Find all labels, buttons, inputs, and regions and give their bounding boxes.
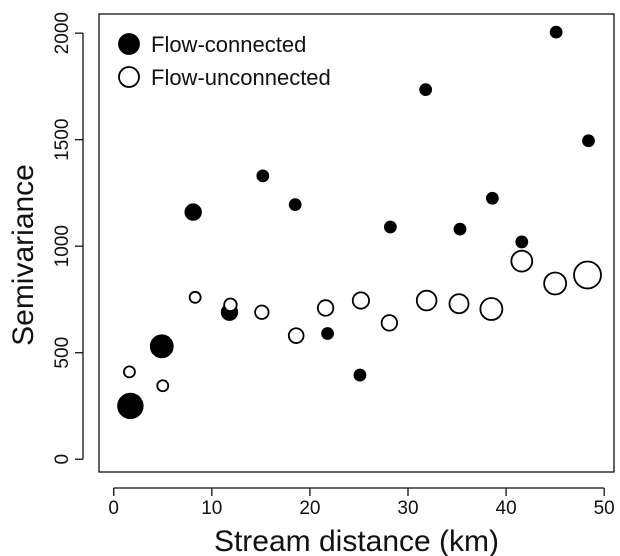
flow-connected-point [485, 191, 499, 205]
flow-unconnected-point [543, 271, 568, 296]
flow-unconnected-point [380, 314, 399, 332]
x-tick-label: 50 [594, 498, 615, 519]
flow-connected-point [321, 327, 334, 340]
y-tick-label: 0 [52, 454, 73, 465]
flow-connected-point [383, 220, 397, 234]
y-tick-label: 2000 [52, 12, 73, 54]
x-tick-label: 40 [496, 498, 517, 519]
y-axis-title: Semivariance [7, 164, 40, 346]
legend-label-flow-connected: Flow-connected [151, 32, 306, 57]
flow-unconnected-point [287, 327, 305, 344]
flow-connected-point [353, 368, 367, 382]
flow-connected-point [288, 198, 302, 212]
flow-unconnected-point [316, 299, 335, 317]
flow-unconnected-point [156, 379, 170, 393]
flow-connected-point [453, 222, 467, 236]
flow-connected-point [256, 169, 270, 183]
flow-connected-point [184, 203, 202, 221]
legend-marker-flow-unconnected [118, 66, 140, 88]
flow-connected-point [149, 334, 174, 359]
x-tick-label: 30 [397, 498, 418, 519]
legend-label-flow-unconnected: Flow-unconnected [151, 65, 331, 90]
flow-connected-point [419, 83, 433, 97]
y-tick-label: 500 [52, 337, 73, 369]
flow-unconnected-point [123, 365, 136, 379]
flow-unconnected-point [479, 297, 504, 321]
flow-connected-point [515, 235, 529, 249]
flow-connected-point [549, 25, 563, 39]
x-tick-label: 20 [299, 498, 320, 519]
flow-unconnected-point [415, 289, 438, 312]
flow-connected-point [582, 134, 595, 148]
flow-unconnected-point [351, 291, 370, 310]
flow-unconnected-point [510, 249, 534, 273]
flow-unconnected-point [188, 290, 202, 304]
flow-unconnected-point [573, 260, 602, 290]
plot-frame [98, 13, 615, 473]
flow-connected-point [117, 392, 144, 420]
legend-marker-flow-connected [118, 33, 140, 55]
y-tick-label: 1000 [52, 225, 73, 267]
x-tick-label: 10 [201, 498, 222, 519]
flow-unconnected-point [448, 293, 470, 315]
x-axis-title: Stream distance (km) [214, 525, 499, 556]
flow-unconnected-point [254, 304, 270, 320]
flow-unconnected-point [223, 297, 238, 312]
y-tick-label: 1500 [52, 119, 73, 161]
x-tick-label: 0 [108, 498, 119, 519]
